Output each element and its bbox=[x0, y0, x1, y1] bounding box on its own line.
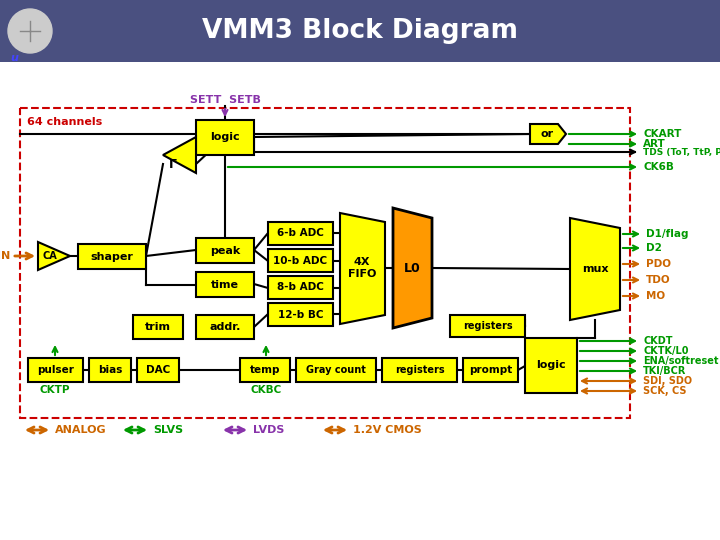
Text: registers: registers bbox=[395, 365, 444, 375]
Text: SDI, SDO: SDI, SDO bbox=[643, 376, 692, 386]
Text: CKBC: CKBC bbox=[251, 385, 282, 395]
Text: LVDS: LVDS bbox=[253, 425, 284, 435]
Text: TDO: TDO bbox=[646, 275, 670, 285]
Bar bbox=[463, 358, 518, 382]
Text: SLVS: SLVS bbox=[153, 425, 183, 435]
Bar bbox=[78, 244, 146, 269]
Polygon shape bbox=[340, 213, 385, 324]
Text: IN: IN bbox=[0, 251, 10, 261]
Bar bbox=[525, 338, 577, 393]
Text: CKART: CKART bbox=[643, 129, 681, 139]
Text: PDO: PDO bbox=[646, 259, 671, 269]
Text: L0: L0 bbox=[404, 261, 420, 274]
Polygon shape bbox=[570, 218, 620, 320]
Text: CKTP: CKTP bbox=[40, 385, 71, 395]
Polygon shape bbox=[530, 124, 566, 144]
Text: VMM3 Block Diagram: VMM3 Block Diagram bbox=[202, 18, 518, 44]
Bar bbox=[240, 358, 290, 382]
Polygon shape bbox=[163, 137, 196, 173]
Bar bbox=[450, 315, 525, 337]
Text: SCK, CS: SCK, CS bbox=[643, 386, 686, 396]
Text: logic: logic bbox=[536, 361, 566, 370]
Bar bbox=[268, 303, 333, 326]
Bar bbox=[0, 0, 720, 62]
Text: or: or bbox=[541, 129, 554, 139]
Text: CA: CA bbox=[42, 251, 58, 261]
Text: trim: trim bbox=[145, 322, 171, 332]
Text: time: time bbox=[211, 280, 239, 289]
Circle shape bbox=[8, 9, 52, 53]
Bar bbox=[196, 272, 254, 297]
Bar bbox=[268, 249, 333, 272]
Bar bbox=[133, 315, 183, 339]
Text: u: u bbox=[10, 53, 18, 63]
Text: CKDT: CKDT bbox=[643, 336, 672, 346]
Text: 1.2V CMOS: 1.2V CMOS bbox=[353, 425, 422, 435]
Text: shaper: shaper bbox=[91, 252, 133, 261]
Text: addr.: addr. bbox=[210, 322, 240, 332]
Text: ART: ART bbox=[643, 139, 666, 149]
Bar bbox=[89, 358, 131, 382]
Text: Γ: Γ bbox=[169, 158, 177, 171]
Text: D1/flag: D1/flag bbox=[646, 229, 688, 239]
Text: 8-b ADC: 8-b ADC bbox=[277, 282, 324, 293]
Text: mux: mux bbox=[582, 264, 608, 274]
Bar bbox=[137, 358, 179, 382]
Bar bbox=[268, 222, 333, 245]
Text: registers: registers bbox=[463, 321, 513, 331]
Bar bbox=[382, 358, 457, 382]
Text: bias: bias bbox=[98, 365, 122, 375]
Text: TKI/BCR: TKI/BCR bbox=[643, 366, 686, 376]
Bar bbox=[196, 120, 254, 155]
Text: 4X
FIFO: 4X FIFO bbox=[348, 257, 376, 279]
Text: DAC: DAC bbox=[146, 365, 170, 375]
Text: peak: peak bbox=[210, 246, 240, 255]
Text: CK6B: CK6B bbox=[643, 162, 674, 172]
Bar bbox=[296, 358, 376, 382]
Text: ENA/softreset: ENA/softreset bbox=[643, 356, 719, 366]
Text: TDS (ToT, TtP, PtT, PtP, 6bADC): TDS (ToT, TtP, PtT, PtP, 6bADC) bbox=[643, 147, 720, 157]
Text: CKTK/L0: CKTK/L0 bbox=[643, 346, 688, 356]
Polygon shape bbox=[38, 242, 70, 270]
Bar bbox=[20, 108, 630, 418]
Text: 64 channels: 64 channels bbox=[27, 117, 103, 127]
Text: 10-b ADC: 10-b ADC bbox=[274, 255, 328, 266]
Text: prompt: prompt bbox=[469, 365, 512, 375]
Text: SETT  SETB: SETT SETB bbox=[189, 95, 261, 105]
Text: temp: temp bbox=[250, 365, 280, 375]
Text: ANALOG: ANALOG bbox=[55, 425, 107, 435]
Bar bbox=[196, 315, 254, 339]
Bar bbox=[268, 276, 333, 299]
Text: pulser: pulser bbox=[37, 365, 74, 375]
Text: 12-b BC: 12-b BC bbox=[278, 309, 323, 320]
Text: Gray count: Gray count bbox=[306, 365, 366, 375]
Text: 6-b ADC: 6-b ADC bbox=[277, 228, 324, 239]
Text: logic: logic bbox=[210, 132, 240, 143]
Polygon shape bbox=[393, 208, 432, 328]
Bar bbox=[196, 238, 254, 263]
Bar bbox=[28, 358, 83, 382]
Text: MO: MO bbox=[646, 291, 665, 301]
Text: D2: D2 bbox=[646, 243, 662, 253]
